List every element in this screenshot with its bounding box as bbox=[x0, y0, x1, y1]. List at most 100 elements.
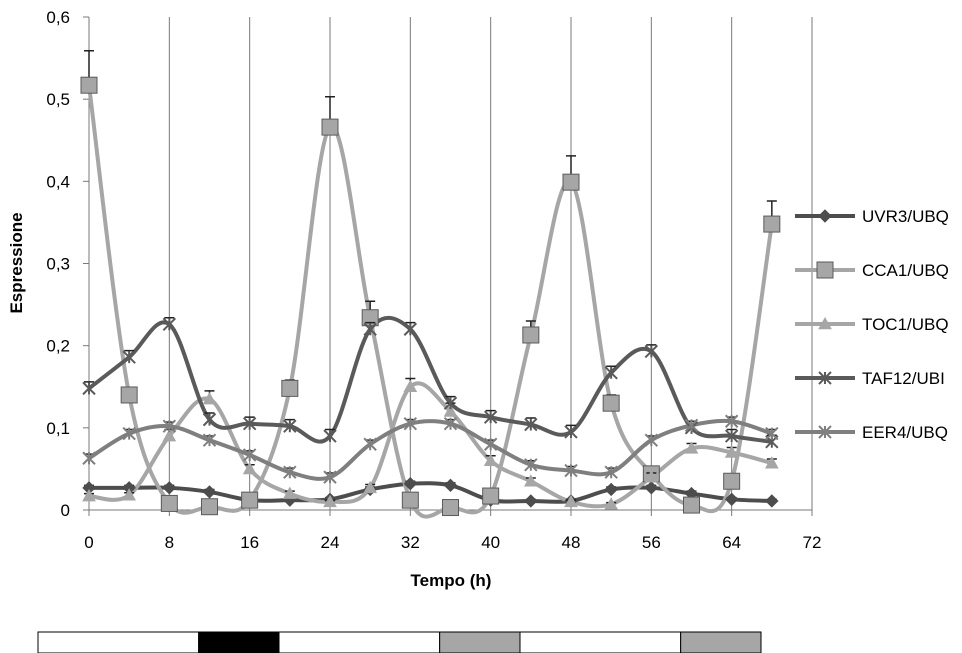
data-point-eer4 bbox=[604, 465, 618, 479]
data-point-uvr3 bbox=[604, 482, 618, 497]
y-axis-title: Espressione bbox=[7, 212, 26, 313]
data-point-eer4 bbox=[765, 426, 779, 441]
data-point-eer4 bbox=[524, 458, 538, 472]
y-tick-label: 0,6 bbox=[46, 8, 70, 27]
axes bbox=[83, 16, 813, 516]
data-point-cca1 bbox=[401, 491, 419, 509]
y-tick-label: 0,3 bbox=[46, 255, 70, 274]
data-point-toc1 bbox=[443, 404, 458, 417]
data-point-eer4 bbox=[162, 419, 177, 433]
y-tick-label: 0,4 bbox=[46, 172, 70, 191]
data-point-eer4 bbox=[283, 465, 297, 479]
data-point-taf12 bbox=[403, 322, 418, 336]
data-point-eer4 bbox=[483, 437, 498, 451]
data-point-taf12 bbox=[483, 410, 498, 424]
series-markers bbox=[80, 49, 781, 517]
data-point-cca1 bbox=[120, 386, 138, 404]
data-point-toc1 bbox=[604, 497, 619, 510]
legend-label-toc1: TOC1/UBQ bbox=[862, 315, 949, 334]
data-point-toc1 bbox=[242, 461, 257, 475]
data-point-toc1 bbox=[403, 379, 418, 393]
data-point-eer4 bbox=[684, 418, 699, 433]
legend-marker-cca1 bbox=[816, 261, 834, 279]
data-point-cca1 bbox=[522, 326, 540, 344]
legend-marker-uvr3 bbox=[818, 209, 832, 223]
data-point-toc1 bbox=[644, 470, 659, 483]
data-point-uvr3 bbox=[443, 478, 458, 493]
data-point-uvr3 bbox=[403, 476, 418, 491]
data-point-eer4 bbox=[724, 414, 739, 428]
data-point-toc1 bbox=[82, 489, 96, 502]
x-tick-label: 64 bbox=[722, 533, 741, 552]
data-point-toc1 bbox=[523, 474, 538, 487]
data-point-cca1 bbox=[562, 173, 580, 191]
data-point-cca1 bbox=[281, 379, 299, 397]
y-tick-label: 0 bbox=[61, 501, 70, 520]
data-point-uvr3 bbox=[644, 481, 659, 495]
x-axis-title: Tempo (h) bbox=[411, 571, 492, 590]
data-point-taf12 bbox=[604, 366, 618, 380]
data-point-eer4 bbox=[564, 463, 578, 478]
data-point-eer4 bbox=[202, 433, 217, 447]
data-point-taf12 bbox=[644, 344, 659, 359]
data-point-taf12 bbox=[443, 396, 458, 410]
light-dark-segment bbox=[439, 631, 521, 653]
y-tick-label: 0,2 bbox=[46, 337, 70, 356]
data-point-cca1 bbox=[442, 499, 459, 517]
data-point-taf12 bbox=[122, 350, 136, 364]
legend-label-taf12: TAF12/UBI bbox=[862, 369, 945, 388]
data-point-cca1 bbox=[201, 498, 218, 516]
x-tick-label: 16 bbox=[240, 533, 259, 552]
data-point-uvr3 bbox=[724, 492, 739, 507]
data-point-toc1 bbox=[122, 488, 137, 501]
light-dark-segment bbox=[519, 631, 682, 653]
data-point-eer4 bbox=[363, 437, 377, 451]
data-point-cca1 bbox=[80, 76, 98, 94]
data-point-cca1 bbox=[723, 472, 741, 490]
light-dark-segment bbox=[680, 631, 762, 653]
data-point-cca1 bbox=[482, 487, 500, 505]
y-tick-label: 0,5 bbox=[46, 90, 70, 109]
y-tick-label: 0,1 bbox=[46, 419, 70, 438]
data-point-eer4 bbox=[122, 426, 136, 441]
data-point-taf12 bbox=[162, 317, 177, 332]
series-line-cca1 bbox=[87, 84, 774, 519]
light-dark-bar bbox=[37, 631, 762, 653]
data-point-eer4 bbox=[403, 417, 418, 431]
data-point-uvr3 bbox=[765, 494, 779, 508]
data-point-taf12 bbox=[82, 381, 96, 396]
x-tick-label: 48 bbox=[562, 533, 581, 552]
data-point-cca1 bbox=[683, 496, 700, 514]
light-dark-segment bbox=[278, 631, 441, 653]
data-point-eer4 bbox=[323, 470, 337, 484]
series-line-taf12 bbox=[87, 315, 773, 444]
light-dark-segment bbox=[37, 631, 200, 653]
legend: UVR3/UBQ CCA1/UBQ TOC1/UBQ TAF12/UBI EER4/UB… bbox=[795, 207, 949, 442]
data-point-eer4 bbox=[644, 433, 659, 447]
data-point-eer4 bbox=[82, 451, 96, 465]
data-point-cca1 bbox=[763, 215, 781, 233]
data-point-uvr3 bbox=[162, 481, 177, 495]
data-point-toc1 bbox=[764, 456, 779, 469]
light-dark-segment bbox=[198, 631, 280, 653]
legend-marker-toc1 bbox=[818, 316, 832, 330]
data-point-eer4 bbox=[242, 448, 257, 462]
x-tick-label: 0 bbox=[84, 533, 93, 552]
data-point-uvr3 bbox=[524, 494, 538, 508]
x-tick-label: 32 bbox=[401, 533, 420, 552]
data-point-taf12 bbox=[363, 322, 377, 336]
x-tick-label: 8 bbox=[165, 533, 174, 552]
data-point-toc1 bbox=[162, 429, 177, 442]
data-point-toc1 bbox=[564, 494, 578, 508]
data-point-toc1 bbox=[202, 392, 217, 405]
data-point-taf12 bbox=[524, 417, 538, 432]
data-point-taf12 bbox=[242, 417, 257, 431]
series-lines bbox=[87, 84, 774, 519]
series-line-eer4 bbox=[87, 418, 773, 481]
data-point-toc1 bbox=[483, 453, 498, 466]
data-point-cca1 bbox=[160, 494, 178, 512]
x-tick-label: 72 bbox=[803, 533, 822, 552]
data-point-toc1 bbox=[282, 486, 297, 499]
data-point-cca1 bbox=[321, 118, 339, 136]
data-point-taf12 bbox=[323, 429, 337, 443]
